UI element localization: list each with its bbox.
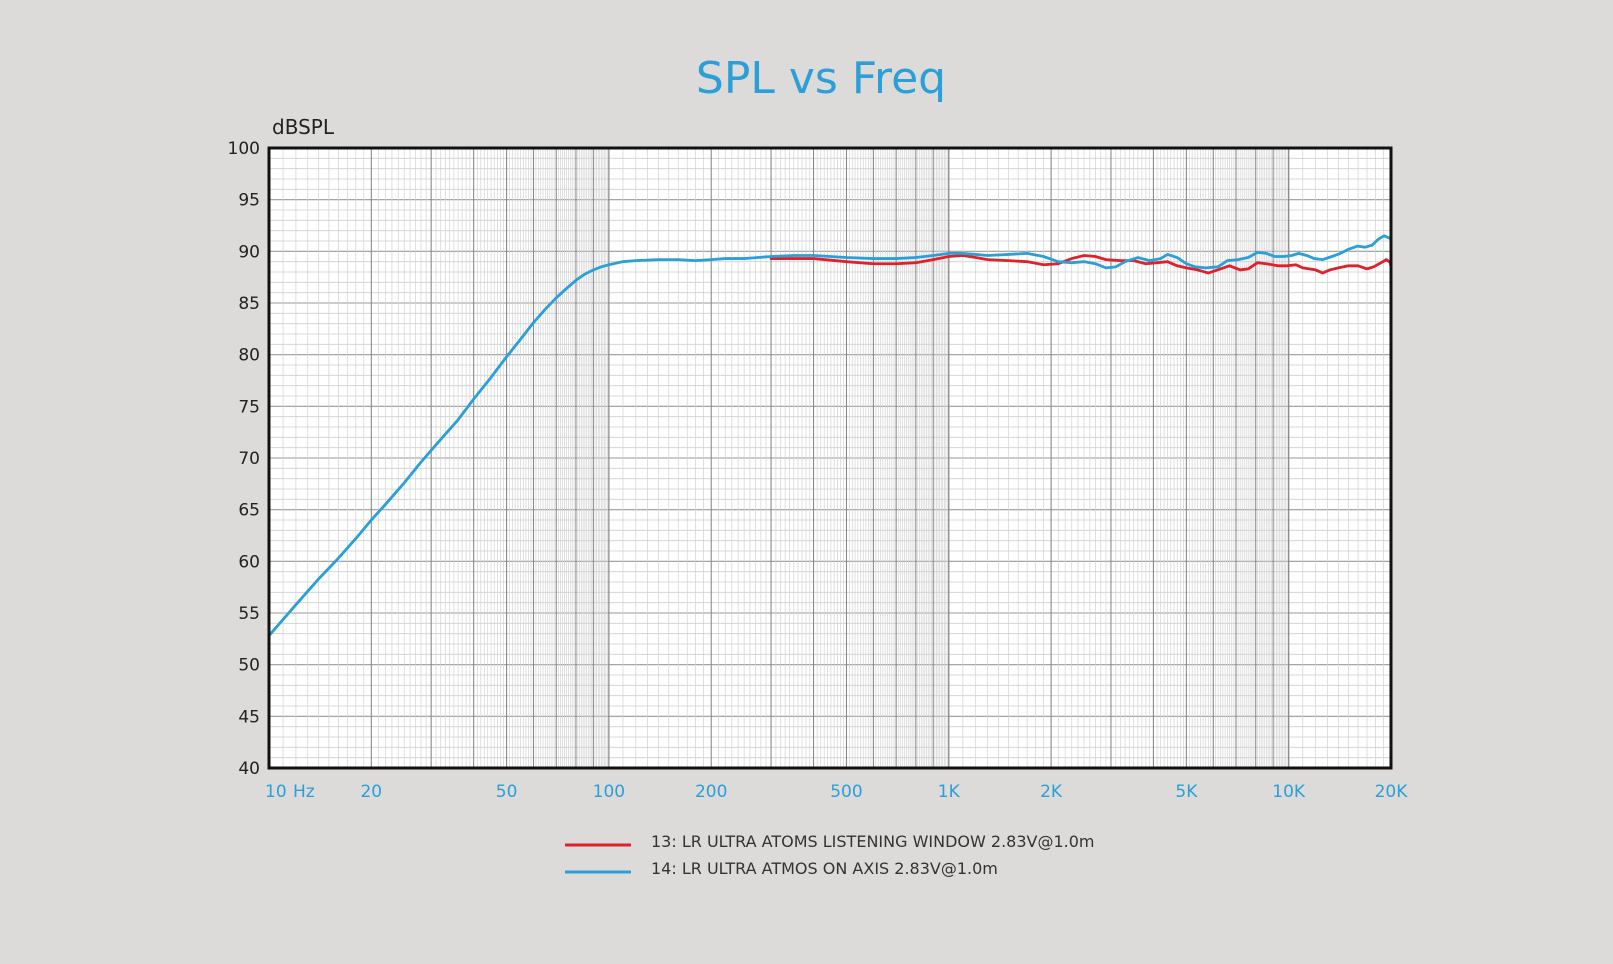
y-tick-label: 45 xyxy=(238,707,260,727)
x-tick-label: 20K xyxy=(1375,782,1409,802)
y-tick-label: 80 xyxy=(238,346,260,366)
x-tick-label: 20 xyxy=(360,782,382,802)
y-tick-label: 85 xyxy=(238,294,260,314)
series-line-1 xyxy=(769,254,1393,275)
plot-frame xyxy=(267,146,1393,770)
x-tick-label: 10K xyxy=(1272,782,1306,802)
y-tick-label: 70 xyxy=(238,449,260,469)
x-axis-ticks: 10 20 50 100 200 500 1K 2K 5K 10K 20K xyxy=(265,782,1408,802)
y-tick-label: 60 xyxy=(238,552,260,572)
legend-label: 13: LR ULTRA ATOMS LISTENING WINDOW 2.83… xyxy=(651,832,1095,851)
y-tick-label: 50 xyxy=(238,656,260,676)
x-tick-label: 10 xyxy=(265,782,287,802)
series-lines xyxy=(267,234,1393,638)
x-axis-unit-label: Hz xyxy=(293,782,315,802)
legend: 13: LR ULTRA ATOMS LISTENING WINDOW 2.83… xyxy=(565,832,1095,878)
x-tick-label: 200 xyxy=(695,782,727,802)
legend-label: 14: LR ULTRA ATMOS ON AXIS 2.83V@1.0m xyxy=(651,859,998,878)
grid xyxy=(268,147,1391,769)
y-tick-label: 100 xyxy=(228,139,260,159)
x-tick-label: 5K xyxy=(1175,782,1198,802)
y-tick-label: 90 xyxy=(238,242,260,262)
y-tick-label: 55 xyxy=(238,604,260,624)
chart-title: SPL vs Freq xyxy=(696,53,946,104)
x-tick-label: 100 xyxy=(593,782,625,802)
y-axis-label: dBSPL xyxy=(272,115,335,139)
y-tick-label: 75 xyxy=(238,397,260,417)
y-tick-label: 40 xyxy=(238,759,260,779)
x-tick-label: 50 xyxy=(496,782,518,802)
y-axis-ticks: 100 95 90 85 80 75 70 65 60 55 50 45 40 xyxy=(228,139,260,779)
x-tick-label: 2K xyxy=(1040,782,1063,802)
y-tick-label: 95 xyxy=(238,191,260,211)
x-tick-label: 500 xyxy=(830,782,862,802)
y-tick-label: 65 xyxy=(238,501,260,521)
series-line-2 xyxy=(267,234,1393,638)
x-tick-label: 1K xyxy=(938,782,961,802)
